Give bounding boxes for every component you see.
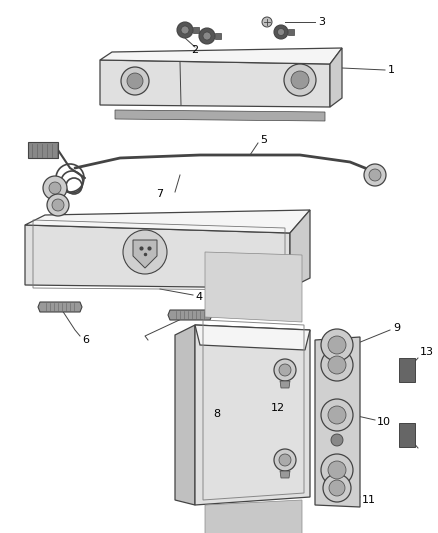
Polygon shape: [100, 60, 330, 107]
Circle shape: [274, 449, 296, 471]
Circle shape: [49, 182, 61, 194]
Polygon shape: [100, 48, 342, 64]
Polygon shape: [290, 210, 310, 288]
Circle shape: [52, 199, 64, 211]
Circle shape: [321, 454, 353, 486]
Polygon shape: [205, 500, 302, 533]
Polygon shape: [399, 358, 415, 382]
Text: 8: 8: [213, 409, 220, 419]
Circle shape: [123, 230, 167, 274]
Text: 12: 12: [271, 403, 285, 413]
Polygon shape: [28, 142, 58, 158]
Polygon shape: [168, 310, 212, 320]
Polygon shape: [288, 29, 294, 35]
Circle shape: [181, 26, 189, 34]
Polygon shape: [280, 381, 290, 388]
Circle shape: [364, 164, 386, 186]
Circle shape: [43, 176, 67, 200]
Circle shape: [328, 461, 346, 479]
Text: 3: 3: [318, 17, 325, 27]
Polygon shape: [330, 48, 342, 107]
Polygon shape: [280, 471, 290, 478]
Circle shape: [329, 480, 345, 496]
Circle shape: [199, 28, 215, 44]
Circle shape: [321, 399, 353, 431]
Polygon shape: [193, 27, 199, 33]
Text: 11: 11: [362, 495, 376, 505]
Circle shape: [262, 17, 272, 27]
Circle shape: [177, 22, 193, 38]
Circle shape: [278, 28, 285, 36]
Text: 2: 2: [191, 45, 198, 55]
Polygon shape: [205, 252, 302, 322]
Polygon shape: [195, 325, 310, 350]
Text: 1: 1: [388, 65, 395, 75]
Circle shape: [321, 329, 353, 361]
Text: 5: 5: [260, 135, 267, 145]
Circle shape: [121, 67, 149, 95]
Polygon shape: [175, 325, 195, 505]
Circle shape: [127, 73, 143, 89]
Polygon shape: [133, 240, 157, 268]
Circle shape: [328, 336, 346, 354]
Circle shape: [331, 434, 343, 446]
Circle shape: [274, 25, 288, 39]
Circle shape: [274, 359, 296, 381]
Circle shape: [321, 349, 353, 381]
Text: 6: 6: [82, 335, 89, 345]
Polygon shape: [399, 423, 415, 447]
Text: 7: 7: [156, 189, 163, 199]
Text: 10: 10: [377, 417, 391, 427]
Circle shape: [291, 71, 309, 89]
Circle shape: [328, 406, 346, 424]
Text: 9: 9: [393, 323, 400, 333]
Polygon shape: [315, 337, 360, 507]
Polygon shape: [25, 210, 310, 233]
Text: 4: 4: [195, 292, 202, 302]
Circle shape: [203, 32, 211, 40]
Text: 13: 13: [420, 347, 434, 357]
Circle shape: [328, 356, 346, 374]
Polygon shape: [195, 325, 310, 505]
Circle shape: [369, 169, 381, 181]
Polygon shape: [38, 302, 82, 312]
Polygon shape: [25, 225, 290, 288]
Circle shape: [279, 364, 291, 376]
Circle shape: [323, 474, 351, 502]
Polygon shape: [115, 110, 325, 121]
Circle shape: [279, 454, 291, 466]
Circle shape: [47, 194, 69, 216]
Polygon shape: [215, 33, 221, 39]
Circle shape: [284, 64, 316, 96]
